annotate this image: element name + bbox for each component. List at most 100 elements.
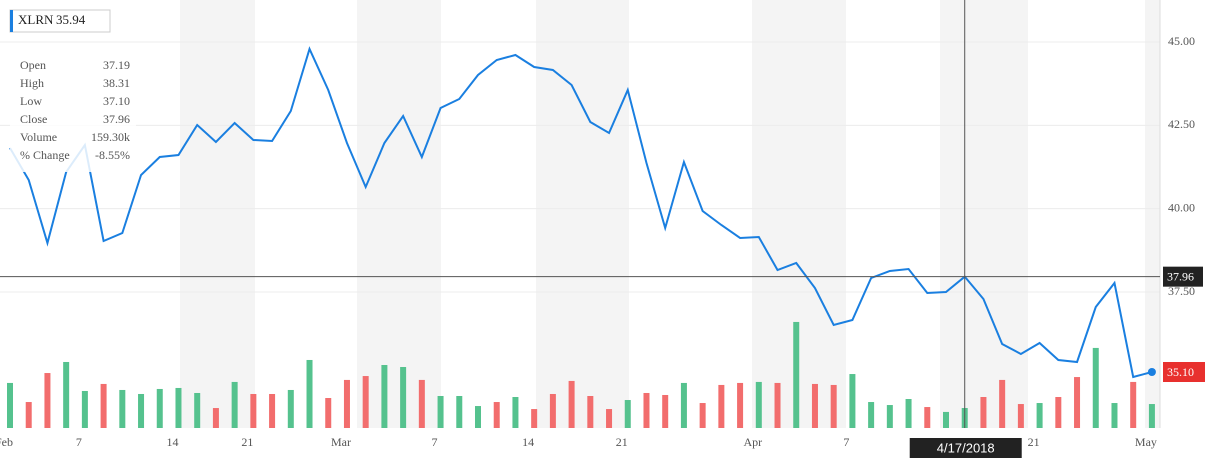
crosshair-value: 37.96 [1167, 269, 1194, 283]
volume-bar [512, 397, 519, 428]
volume-bar [531, 409, 538, 428]
volume-bar [437, 395, 444, 428]
tooltip-panel [10, 52, 136, 172]
volume-bar [418, 379, 425, 428]
x-tick-label: May [1135, 435, 1157, 449]
volume-bar [175, 387, 182, 428]
volume-bar [924, 407, 931, 428]
volume-bar [475, 406, 481, 428]
volume-bar [830, 384, 837, 428]
tooltip-label: Close [20, 112, 47, 126]
volume-bar [138, 393, 145, 428]
volume-bar [886, 405, 893, 428]
last-price-box [1163, 362, 1205, 382]
tooltip-value: 38.31 [103, 76, 130, 90]
volume-bar [1017, 404, 1024, 428]
y-tick-label: 40.00 [1168, 200, 1195, 214]
crosshair-date: 4/17/2018 [937, 440, 995, 455]
volume-bar [1092, 347, 1099, 428]
x-tick-label: 7 [843, 435, 849, 449]
volume-bar [250, 393, 257, 428]
volume-bar [699, 403, 706, 428]
y-tick-label: 37.50 [1168, 284, 1195, 298]
volume-bar [1130, 381, 1137, 428]
tooltip-label: Open [20, 58, 46, 72]
volume-bar [568, 380, 575, 428]
volume-bar [1036, 403, 1043, 428]
x-tick-label: 21 [616, 435, 628, 449]
crosshair-date-box [909, 438, 1022, 458]
volume-bar [811, 383, 818, 428]
symbol-box: XLRN 35.94 [9, 9, 111, 33]
last-dot [1147, 368, 1156, 376]
volume-bar [381, 364, 388, 428]
volume-bar [493, 402, 500, 428]
volume-bar [212, 408, 219, 428]
volume-bar [25, 402, 32, 428]
volume-bar [943, 411, 949, 428]
volume-bar [343, 379, 350, 428]
volume-bar [980, 397, 987, 428]
tooltip-value: 37.96 [103, 112, 130, 126]
volume-bar [849, 374, 856, 428]
volume-bar [456, 395, 463, 428]
x-tick-label: 7 [432, 435, 438, 449]
volume-bar [194, 392, 201, 428]
price: 35.94 [56, 12, 86, 27]
volume-bar [306, 359, 313, 428]
x-tick-label: 21 [1028, 435, 1040, 449]
crosshair-value-box [1163, 266, 1203, 287]
week-shading [180, 0, 1160, 428]
volume-bar [63, 361, 70, 428]
tooltip-value: 37.19 [103, 58, 130, 72]
x-tick-label: Feb [0, 435, 13, 449]
volume-bar [793, 321, 800, 428]
tooltip-label: Low [20, 94, 42, 108]
volume-bar [606, 409, 613, 428]
tooltip-label: Volume [20, 130, 57, 144]
tooltip-value: -8.55% [95, 148, 130, 162]
y-tick-label: 45.00 [1168, 34, 1195, 48]
tooltip-label: High [20, 76, 44, 90]
volume-bar [905, 399, 912, 428]
volume-bar [81, 390, 88, 428]
volume-bar [231, 381, 238, 428]
volume-bar [156, 388, 163, 428]
volume-bar [662, 394, 669, 428]
tooltip-label: % Change [20, 148, 70, 162]
volume-bar [7, 382, 13, 428]
x-tick-label: 7 [76, 435, 82, 449]
volume-bar [1148, 404, 1155, 428]
volume-bar [1055, 397, 1062, 428]
volume-bar [624, 400, 631, 428]
volume-bar [325, 398, 332, 428]
tooltip-value: 37.10 [103, 94, 130, 108]
volume-bar [400, 367, 407, 428]
volume-bar [1111, 403, 1118, 428]
x-tick-label: 21 [241, 435, 253, 449]
volume-bar [549, 393, 556, 428]
volume-bar [587, 395, 594, 428]
volume-bar [269, 393, 276, 428]
volume-bar [718, 384, 725, 428]
volume-bar [774, 382, 781, 428]
volume-bar [868, 402, 875, 428]
volume-bar [643, 392, 650, 428]
volume-bar [287, 389, 294, 428]
y-tick-label: 42.50 [1168, 117, 1195, 131]
volume-bar [680, 382, 687, 428]
volume-bar [44, 373, 51, 428]
price-line [9, 46, 1153, 379]
x-tick-label: Apr [743, 435, 762, 449]
volume-bar [1074, 377, 1081, 428]
volume-bar [999, 379, 1006, 428]
last-price: 35.10 [1167, 365, 1194, 379]
volume-bar [100, 383, 107, 428]
volume-bar [119, 389, 126, 428]
volume-bar [362, 376, 369, 428]
x-tick-label: Mar [331, 435, 351, 449]
tooltip-value: 159.30k [91, 130, 130, 144]
volume-bar [755, 381, 762, 428]
x-tick-label: 14 [166, 435, 178, 449]
